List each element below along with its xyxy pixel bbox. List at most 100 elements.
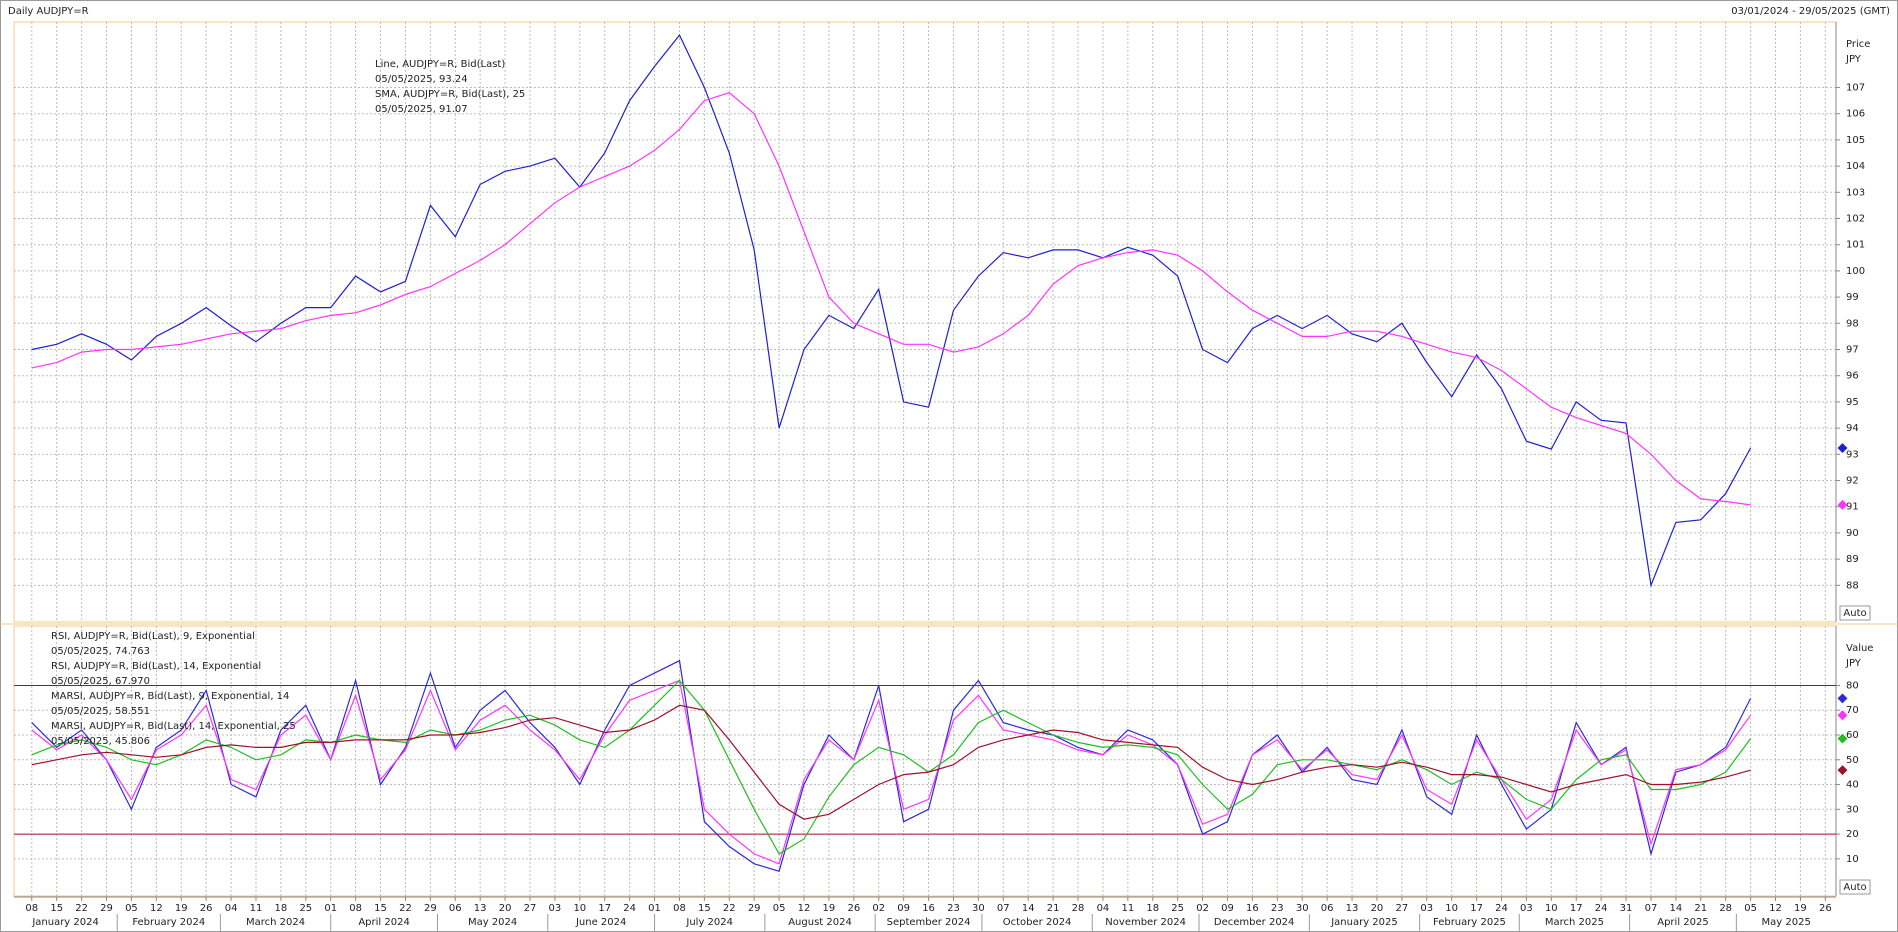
x-tick-label: 19 — [823, 903, 836, 914]
x-tick-label: 04 — [225, 903, 238, 914]
x-tick-label: 01 — [324, 903, 337, 914]
x-tick-label: 05 — [773, 903, 786, 914]
legend-value: 05/05/2025, 67.970 — [51, 676, 150, 687]
x-tick-label: 27 — [524, 903, 537, 914]
x-tick-label: 30 — [1296, 903, 1309, 914]
x-tick-label: 20 — [1371, 903, 1384, 914]
y-tick-label: 100 — [1846, 266, 1865, 277]
x-tick-label: 31 — [1620, 903, 1633, 914]
x-tick-label: 11 — [1121, 903, 1134, 914]
month-label: November 2024 — [1105, 917, 1186, 928]
y-tick-label: 88 — [1846, 580, 1859, 591]
y-tick-label: 93 — [1846, 449, 1859, 460]
month-label: September 2024 — [887, 917, 971, 928]
auto-button — [1839, 605, 1871, 621]
x-tick-label: 26 — [200, 903, 213, 914]
month-label: April 2024 — [358, 917, 409, 928]
legend-name: RSI, AUDJPY=R, Bid(Last), 9, Exponential — [51, 631, 255, 642]
y-tick-label: 10 — [1846, 854, 1859, 865]
x-tick-label: 18 — [1146, 903, 1159, 914]
legend-name: MARSI, AUDJPY=R, Bid(Last), 14, Exponent… — [51, 721, 296, 732]
x-tick-label: 09 — [897, 903, 910, 914]
month-label: July 2024 — [685, 917, 733, 928]
y-tick-label: 80 — [1846, 680, 1859, 691]
x-tick-label: 25 — [1171, 903, 1184, 914]
month-label: March 2024 — [246, 917, 305, 928]
x-tick-label: 19 — [1794, 903, 1807, 914]
series-line — [31, 704, 1751, 820]
x-tick-label: 24 — [1495, 903, 1508, 914]
x-tick-label: 02 — [1196, 903, 1209, 914]
last-value-marker — [1837, 693, 1848, 704]
x-tick-label: 29 — [748, 903, 761, 914]
last-value-marker — [1837, 443, 1848, 453]
x-tick-label: 27 — [1395, 903, 1408, 914]
x-tick-label: 26 — [1819, 903, 1832, 914]
x-tick-label: 20 — [499, 903, 512, 914]
pane — [13, 625, 1837, 897]
y-tick-label: 98 — [1846, 318, 1859, 329]
last-value-marker — [1837, 710, 1848, 721]
y-tick-label: 107 — [1846, 83, 1865, 94]
x-tick-label: 22 — [399, 903, 412, 914]
x-tick-label: 04 — [1097, 903, 1110, 914]
series-line — [31, 679, 1752, 865]
x-tick-label: 05 — [125, 903, 138, 914]
month-label: May 2025 — [1762, 917, 1811, 928]
x-tick-label: 14 — [1022, 903, 1035, 914]
x-tick-label: 17 — [1470, 903, 1483, 914]
month-label: March 2025 — [1545, 917, 1604, 928]
month-label: February 2025 — [1433, 917, 1506, 928]
x-tick-label: 28 — [1072, 903, 1085, 914]
x-tick-label: 15 — [374, 903, 387, 914]
auto-label: Auto — [1843, 882, 1866, 893]
x-tick-label: 06 — [1321, 903, 1334, 914]
y-tick-label: 106 — [1846, 109, 1865, 120]
y-tick-label: 92 — [1846, 476, 1859, 487]
x-tick-label: 13 — [1346, 903, 1359, 914]
x-tick-label: 10 — [1545, 903, 1558, 914]
month-label: January 2025 — [1330, 917, 1398, 928]
month-label: April 2025 — [1657, 917, 1708, 928]
x-tick-label: 03 — [549, 903, 562, 914]
y-tick-label: 30 — [1846, 804, 1859, 815]
y-tick-label: 99 — [1846, 292, 1859, 303]
x-tick-label: 12 — [150, 903, 163, 914]
last-value-marker — [1837, 733, 1848, 744]
x-tick-label: 08 — [673, 903, 686, 914]
month-label: June 2024 — [575, 917, 626, 928]
x-tick-label: 07 — [997, 903, 1010, 914]
auto-button — [1839, 879, 1871, 895]
x-tick-label: 15 — [698, 903, 711, 914]
x-tick-label: 03 — [1520, 903, 1533, 914]
x-tick-label: 14 — [1669, 903, 1682, 914]
month-label: February 2024 — [132, 917, 205, 928]
date-range: 03/01/2024 - 29/05/2025 (GMT) — [1731, 6, 1890, 17]
y-tick-label: 91 — [1846, 502, 1859, 513]
month-label: January 2024 — [31, 917, 99, 928]
x-tick-label: 15 — [50, 903, 63, 914]
x-tick-label: 07 — [1645, 903, 1658, 914]
x-tick-label: 17 — [1570, 903, 1583, 914]
legend-value: 05/05/2025, 58.551 — [51, 706, 150, 717]
x-tick-label: 11 — [250, 903, 263, 914]
last-value-marker — [1837, 499, 1848, 510]
legend-name: MARSI, AUDJPY=R, Bid(Last), 9, Exponenti… — [51, 691, 289, 702]
x-tick-label: 29 — [424, 903, 437, 914]
pane — [13, 21, 1837, 623]
x-tick-label: 17 — [598, 903, 611, 914]
x-tick-label: 03 — [1420, 903, 1433, 914]
y-tick-label: 94 — [1846, 423, 1859, 434]
y-tick-label: 20 — [1846, 829, 1859, 840]
x-tick-label: 05 — [1744, 903, 1757, 914]
x-tick-label: 16 — [1246, 903, 1259, 914]
x-tick-label: 10 — [573, 903, 586, 914]
auto-label: Auto — [1843, 608, 1866, 619]
y-tick-label: 101 — [1846, 240, 1865, 251]
y-tick-label: 70 — [1846, 705, 1859, 716]
x-tick-label: 08 — [349, 903, 362, 914]
x-tick-label: 08 — [25, 903, 38, 914]
x-tick-label: 01 — [648, 903, 661, 914]
y-tick-label: 97 — [1846, 345, 1859, 356]
y-tick-label: 40 — [1846, 780, 1859, 791]
